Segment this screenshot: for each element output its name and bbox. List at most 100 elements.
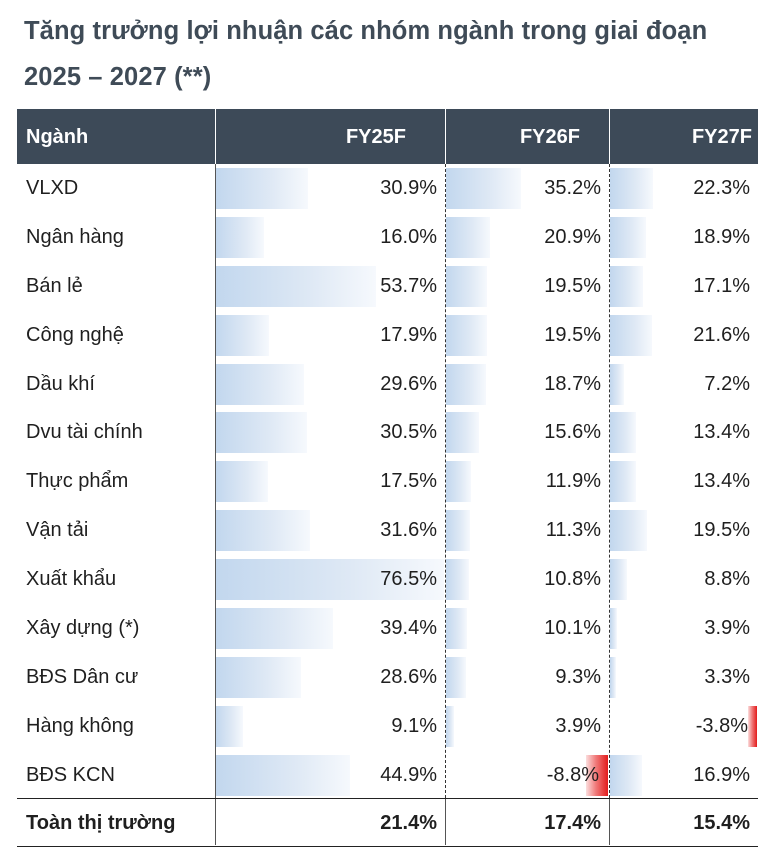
fy26-value: 10.8% [544, 568, 601, 591]
fy25-value: 28.6% [380, 665, 437, 688]
fy27-cell: 3.9% [610, 604, 758, 653]
header-divider [445, 109, 446, 164]
fy26-value: 19.5% [544, 323, 601, 346]
fy27-value: 8.8% [704, 568, 750, 591]
column-divider [445, 799, 446, 845]
total-fy26-cell: 17.4% [446, 799, 609, 845]
fy27-value: 13.4% [693, 470, 750, 493]
data-bar [446, 168, 521, 209]
data-bar [216, 216, 264, 258]
fy26-cell: 15.6% [446, 408, 609, 457]
fy27-cell: 16.9% [610, 751, 758, 800]
data-bar [610, 608, 618, 650]
data-bar [216, 168, 309, 209]
data-bar [446, 461, 472, 503]
fy27-cell: 17.1% [610, 262, 758, 311]
negative-data-bar [748, 705, 757, 747]
data-bar [216, 608, 334, 650]
data-bar [216, 559, 444, 601]
data-bar [610, 265, 643, 307]
data-bar [216, 754, 350, 796]
data-bar [216, 265, 377, 307]
header-divider [609, 109, 610, 164]
total-row: Toàn thị trường 21.4% 17.4% 15.4% [17, 798, 758, 847]
fy25-cell: 17.9% [216, 311, 445, 360]
fy26-cell: 19.5% [446, 311, 609, 360]
sector-label: BĐS Dân cư [26, 665, 139, 688]
table-row: Xây dựng (*) 39.4% 10.1% 3.9% [17, 604, 758, 653]
total-fy25: 21.4% [380, 812, 437, 834]
fy26-value: 15.6% [544, 421, 601, 444]
fy27-value: 21.6% [693, 323, 750, 346]
table-row: BĐS Dân cư 28.6% 9.3% 3.3% [17, 653, 758, 702]
fy25-value: 16.0% [380, 225, 437, 248]
table-row: Vận tải 31.6% 11.3% 19.5% [17, 506, 758, 555]
fy27-cell: 18.9% [610, 213, 758, 262]
data-bar [446, 559, 469, 601]
fy27-cell: 21.6% [610, 311, 758, 360]
column-divider [609, 799, 610, 845]
data-bar [610, 412, 636, 454]
data-bar [446, 314, 488, 356]
fy26-cell: -8.8% [446, 751, 609, 800]
fy26-value: 20.9% [544, 225, 601, 248]
page-title: Tăng trưởng lợi nhuận các nhóm ngành tro… [24, 17, 708, 91]
fy27-value: 13.4% [693, 421, 750, 444]
fy26-value: -8.8% [546, 763, 599, 786]
data-bar [446, 656, 466, 698]
data-bar [216, 510, 311, 552]
table-row: Hàng không 9.1% 3.9% -3.8% [17, 702, 758, 751]
total-fy27: 15.4% [693, 812, 750, 834]
fy26-value: 11.9% [545, 470, 601, 493]
fy27-value: -3.8% [695, 714, 748, 737]
fy25-cell: 17.5% [216, 457, 445, 506]
fy25-value: 39.4% [380, 617, 437, 640]
table-row: Thực phẩm 17.5% 11.9% 13.4% [17, 457, 758, 506]
data-bar [446, 705, 455, 747]
fy26-value: 19.5% [544, 274, 601, 297]
sector-label: Hàng không [26, 714, 134, 737]
data-bar [446, 363, 486, 405]
data-bar [216, 656, 302, 698]
fy26-value: 18.7% [544, 372, 601, 395]
fy25-value: 76.5% [380, 568, 437, 591]
fy25-cell: 39.4% [216, 604, 445, 653]
data-bar [610, 461, 636, 503]
fy25-value: 30.9% [380, 177, 437, 199]
fy25-value: 17.9% [380, 323, 437, 346]
fy25-cell: 53.7% [216, 262, 445, 311]
sector-label: Xây dựng (*) [26, 617, 140, 640]
total-fy26: 17.4% [544, 812, 601, 834]
data-bar [610, 754, 643, 796]
header-fy26: FY26F [519, 126, 580, 148]
data-bar [610, 656, 617, 698]
sector-label: Ngân hàng [26, 225, 124, 248]
fy25-cell: 29.6% [216, 360, 445, 409]
fy27-cell: 7.2% [610, 360, 758, 409]
fy25-value: 31.6% [380, 519, 437, 542]
data-bar [446, 608, 468, 650]
fy26-cell: 11.9% [446, 457, 609, 506]
fy25-cell: 30.5% [216, 408, 445, 457]
fy27-cell: 22.3% [610, 164, 758, 213]
table-body: VLXD 30.9% 35.2% 22.3% Ngân hàng 16.0% 20.9% 18… [17, 164, 758, 800]
table-row: Bán lẻ 53.7% 19.5% 17.1% [17, 262, 758, 311]
data-bar [216, 705, 244, 747]
fy27-value: 16.9% [693, 763, 750, 786]
data-bar [610, 168, 653, 209]
fy25-value: 29.6% [380, 372, 437, 395]
fy27-cell: 8.8% [610, 555, 758, 604]
fy26-cell: 11.3% [446, 506, 609, 555]
sector-growth-table: Ngành FY25F FY26F FY27F VLXD 30.9% 35.2% 22… [17, 109, 758, 800]
fy26-cell: 20.9% [446, 213, 609, 262]
column-divider [215, 799, 216, 845]
fy25-cell: 76.5% [216, 555, 445, 604]
data-bar [216, 363, 305, 405]
fy25-value: 44.9% [380, 763, 437, 786]
fy26-cell: 18.7% [446, 360, 609, 409]
data-bar [216, 412, 307, 454]
fy25-cell: 9.1% [216, 702, 445, 751]
column-divider [215, 164, 216, 798]
total-label: Toàn thị trường [26, 812, 176, 834]
fy26-value: 10.1% [544, 617, 601, 640]
